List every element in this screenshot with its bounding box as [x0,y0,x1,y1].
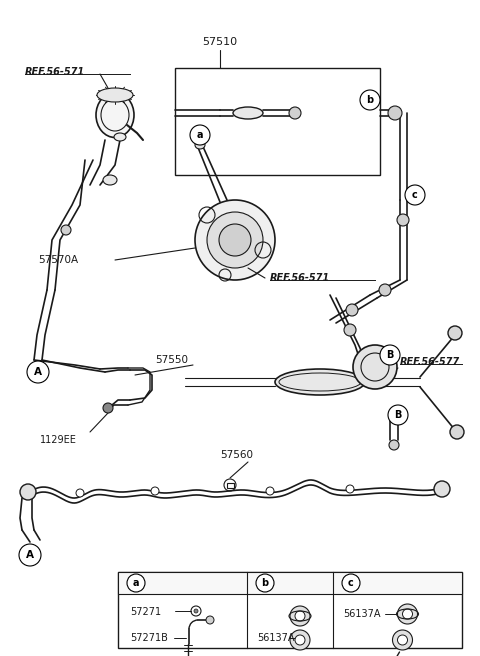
Bar [175,68,380,175]
Text: c: c [412,190,418,200]
Circle shape [61,225,71,235]
Circle shape [256,574,274,592]
Text: 57510: 57510 [203,37,238,47]
Circle shape [397,604,418,624]
Text: a: a [197,130,203,140]
Circle shape [450,425,464,439]
Ellipse shape [275,369,365,395]
Circle shape [346,485,354,493]
Text: A: A [26,550,34,560]
Text: REF.56-577: REF.56-577 [400,357,460,367]
Circle shape [434,481,450,497]
Circle shape [342,574,360,592]
Circle shape [191,606,201,616]
Text: A: A [34,367,42,377]
Circle shape [195,200,275,280]
Circle shape [76,489,84,497]
Circle shape [190,125,210,145]
Circle shape [380,345,400,365]
Circle shape [448,326,462,340]
Ellipse shape [233,107,263,119]
Ellipse shape [96,92,134,138]
Circle shape [393,630,412,650]
Text: c: c [348,578,354,588]
Ellipse shape [114,133,126,141]
Bar [118,572,462,594]
Circle shape [346,304,358,316]
Text: 57560: 57560 [220,450,253,460]
Circle shape [266,487,274,495]
Circle shape [194,609,198,613]
Text: B: B [386,350,394,360]
Circle shape [289,107,301,119]
Circle shape [103,403,113,413]
Circle shape [353,345,397,389]
Ellipse shape [195,141,205,149]
Text: 57550: 57550 [155,355,188,365]
Circle shape [151,487,159,495]
Ellipse shape [97,88,133,102]
Circle shape [360,90,380,110]
Circle shape [405,185,425,205]
Circle shape [219,224,251,256]
Circle shape [403,609,412,619]
Circle shape [388,405,408,425]
Circle shape [295,635,305,645]
Bar [118,572,462,648]
Text: b: b [366,95,373,105]
Text: 56137A: 56137A [343,609,381,619]
Text: 57271B: 57271B [130,633,168,643]
Circle shape [290,630,310,650]
Circle shape [344,324,356,336]
Circle shape [207,212,263,268]
Text: 1129EE: 1129EE [40,435,77,445]
Text: REF.56-571: REF.56-571 [270,273,330,283]
Ellipse shape [103,175,117,185]
Bar [227,483,234,488]
Text: 57570A: 57570A [38,255,78,265]
Circle shape [27,361,49,383]
Circle shape [19,544,41,566]
Circle shape [127,574,145,592]
Text: B: B [394,410,402,420]
Circle shape [290,606,310,626]
Text: a: a [133,578,139,588]
Text: 56137A: 56137A [257,633,295,643]
Circle shape [389,440,399,450]
Circle shape [20,484,36,500]
Circle shape [379,284,391,296]
Text: REF.56-571: REF.56-571 [25,67,85,77]
Circle shape [397,214,409,226]
Circle shape [397,635,408,645]
Circle shape [295,611,305,621]
Circle shape [206,616,214,624]
Circle shape [388,106,402,120]
Text: b: b [262,578,269,588]
Text: 57271: 57271 [130,607,161,617]
